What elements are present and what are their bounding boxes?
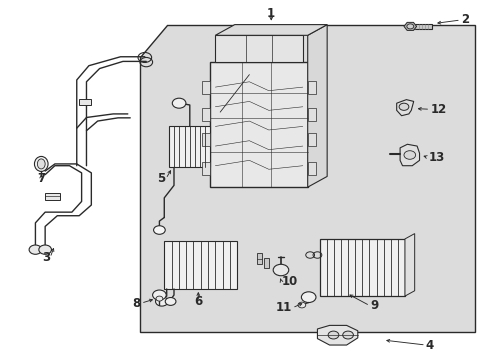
Text: 13: 13: [427, 151, 444, 164]
Circle shape: [398, 103, 408, 111]
Circle shape: [152, 290, 166, 300]
Polygon shape: [307, 162, 316, 175]
Circle shape: [156, 296, 163, 301]
Polygon shape: [307, 108, 316, 121]
Polygon shape: [404, 234, 414, 296]
Ellipse shape: [37, 159, 45, 169]
Polygon shape: [201, 162, 210, 175]
Circle shape: [172, 98, 185, 108]
Polygon shape: [201, 133, 210, 146]
Circle shape: [165, 297, 176, 305]
Circle shape: [29, 245, 41, 254]
Text: 2: 2: [460, 13, 468, 27]
Polygon shape: [403, 22, 416, 30]
Circle shape: [301, 292, 315, 302]
Bar: [79, 99, 91, 105]
Polygon shape: [307, 81, 316, 94]
Circle shape: [39, 245, 51, 254]
Bar: [411, 23, 431, 29]
Polygon shape: [399, 144, 419, 166]
Circle shape: [273, 264, 288, 276]
Polygon shape: [201, 108, 210, 121]
Circle shape: [342, 331, 353, 339]
Text: 1: 1: [266, 8, 275, 21]
Text: 6: 6: [194, 295, 202, 308]
Text: 11: 11: [275, 301, 291, 314]
Text: 3: 3: [42, 251, 50, 264]
Text: 8: 8: [132, 297, 141, 310]
Bar: [215, 35, 302, 62]
Text: 4: 4: [425, 338, 433, 351]
Circle shape: [155, 297, 168, 306]
Polygon shape: [140, 24, 474, 332]
Bar: [45, 193, 60, 200]
Polygon shape: [307, 24, 326, 187]
Ellipse shape: [34, 157, 48, 171]
Circle shape: [403, 151, 415, 159]
Bar: [256, 253, 261, 264]
Circle shape: [406, 24, 413, 29]
Bar: [210, 62, 307, 187]
Text: 10: 10: [281, 275, 297, 288]
Circle shape: [153, 226, 165, 234]
Bar: [319, 239, 404, 296]
Bar: [264, 257, 268, 267]
Bar: [169, 126, 210, 167]
Polygon shape: [215, 24, 326, 35]
Polygon shape: [307, 133, 316, 146]
Text: 5: 5: [157, 172, 165, 185]
Text: 12: 12: [429, 103, 446, 116]
Text: 7: 7: [37, 172, 45, 185]
Text: 9: 9: [369, 299, 377, 312]
Polygon shape: [201, 81, 210, 94]
Circle shape: [297, 302, 305, 308]
Polygon shape: [317, 325, 357, 345]
Circle shape: [327, 331, 338, 339]
Bar: [164, 241, 237, 289]
Polygon shape: [396, 100, 413, 116]
